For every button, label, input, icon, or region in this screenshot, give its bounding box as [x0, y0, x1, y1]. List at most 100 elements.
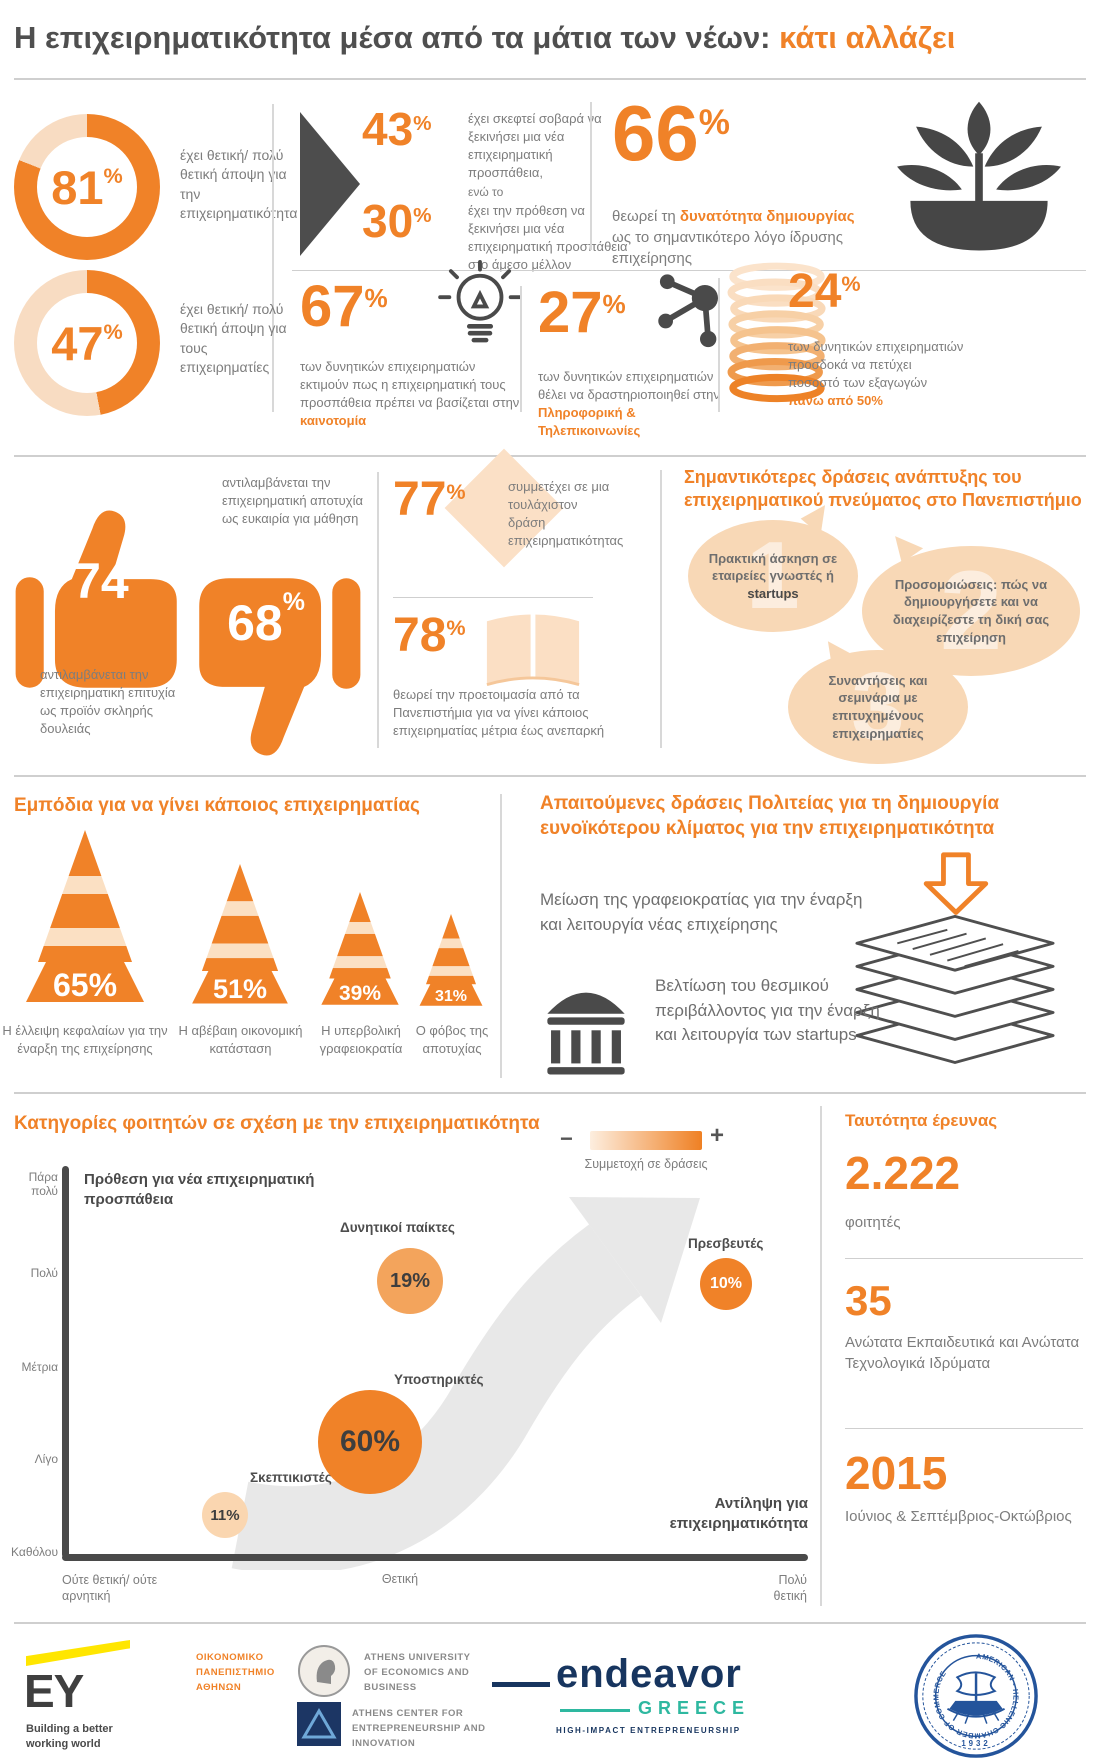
bubble-supporters: 60%	[318, 1390, 422, 1494]
stat-27-value: 27%	[538, 284, 626, 342]
cone-graphic	[419, 914, 483, 1006]
bubble-3-text: Συναντήσεις και σεμινάρια με επιτυχημένο…	[828, 672, 928, 741]
percent-sign: %	[364, 282, 388, 313]
stat-43-value: 43%	[362, 106, 432, 152]
stat-24-value: 24%	[788, 268, 861, 316]
stat-30-number: 30	[362, 195, 414, 247]
arrow-right-triangle-icon	[300, 112, 360, 256]
stat-67-pre: των δυνητικών επιχειρηματιών εκτιμούν πω…	[300, 359, 520, 410]
divider	[292, 270, 1086, 271]
trireme-ship-icon	[946, 1671, 1006, 1724]
traffic-cone-icon: 31%	[410, 914, 492, 1010]
donut-47-number: 47	[51, 316, 104, 370]
x-tick-neutral: Ούτε θετική/ ούτε αρνητική	[62, 1573, 158, 1604]
stat-68-label: αντιλαμβάνεται την επιχειρηματική αποτυχ…	[222, 475, 363, 526]
stat-43-number: 43	[362, 103, 414, 155]
donut-81-number: 81	[51, 160, 104, 214]
aueb-emblem-icon	[298, 1645, 350, 1697]
y-tick-ligo: Λίγο	[34, 1452, 58, 1466]
percent-sign: %	[841, 271, 861, 297]
stat-66-post: ως το σημαντικότερο λόγο ίδρυσης επιχείρ…	[612, 229, 843, 267]
percent-sign: %	[413, 111, 432, 135]
x-tick-very-positive: Πολύ θετική	[773, 1573, 807, 1604]
speech-bubble-1: 1 Πρακτική άσκηση σε εταιρείες γνωστές ή…	[688, 498, 858, 632]
bubble-skeptics: 11%	[202, 1492, 248, 1538]
bubble-1-number: 1	[746, 522, 800, 629]
percent-sign: %	[103, 319, 123, 345]
stat-68-number: 68	[227, 595, 283, 651]
y-tick-katholou: Καθόλου	[11, 1545, 58, 1559]
divider	[718, 278, 720, 412]
cone-graphic	[321, 892, 399, 1005]
stat-66-text: θεωρεί τη δυνατότητα δημιουργίας ως το σ…	[612, 206, 874, 269]
cone-graphic	[26, 830, 144, 1002]
stat-67-accent: καινοτομία	[300, 412, 367, 428]
legend-gradient-bar	[590, 1131, 702, 1150]
ey-logo: EY	[24, 1665, 84, 1717]
chart-title: Κατηγορίες φοιτητών σε σχέση με την επιχ…	[14, 1113, 540, 1134]
percent-sign: %	[128, 545, 151, 574]
stat-78-text: θεωρεί την προετοιμασία από τα Πανεπιστή…	[393, 687, 605, 738]
bubble-potential: 19%	[377, 1248, 443, 1314]
chart-y-axis-title: Πρόθεση για νέα επιχειρηματική προσπάθει…	[84, 1171, 315, 1209]
bubble-skeptics-label: Σκεπτικιστές	[250, 1470, 332, 1485]
bubble-ambassadors: 10%	[700, 1258, 752, 1310]
stat-78-number: 78	[393, 609, 447, 662]
cone-1-pct: 65%	[52, 967, 118, 1003]
divider	[660, 470, 662, 748]
coins-stack-icon	[727, 262, 826, 403]
acein-name: ATHENS CENTER FOR ENTREPRENEURSHIP AND I…	[352, 1708, 486, 1750]
stat-74-label: αντιλαμβάνεται την επιχειρηματική επιτυχ…	[40, 667, 176, 736]
state-actions-title: Απαιτούμενες δράσεις Πολιτείας για τη δη…	[540, 793, 1000, 839]
papers-stack-icon	[855, 852, 1055, 1064]
stat-27-number: 27	[538, 280, 603, 345]
identity-year-value: 2015	[845, 1447, 948, 1499]
thumbs-down-icon	[199, 578, 361, 756]
endeavor-tagline: HIGH-IMPACT ENTREPRENEURSHIP	[556, 1726, 741, 1735]
stat-24-number: 24	[788, 265, 842, 318]
legend-label: Συμμετοχή σε δράσεις	[584, 1157, 708, 1171]
stat-74-number: 74	[73, 553, 129, 609]
identity-institutions-label: Ανώτατα Εκπαιδευτικά και Ανώτατα Τεχνολο…	[845, 1334, 1080, 1372]
divider	[14, 1622, 1086, 1624]
amcham-seal-icon: AMERICAN - HELLENIC CHAMBER OF COMMERCE …	[914, 1634, 1038, 1758]
percent-sign: %	[698, 103, 730, 143]
divider	[393, 597, 593, 598]
identity-year-label: Ιούνιος & Σεπτέμβριος-Οκτώβριος	[845, 1508, 1072, 1525]
y-tick-metria: Μέτρια	[21, 1360, 58, 1374]
stat-30-value: 30%	[362, 198, 432, 244]
divider	[500, 794, 502, 1078]
stat-67-number: 67	[300, 274, 365, 339]
lightbulb-icon	[438, 260, 522, 343]
chart-y-axis	[62, 1166, 69, 1558]
amcham-year: 1932	[961, 1739, 990, 1748]
y-tick-poly: Πολύ	[30, 1266, 58, 1280]
divider	[14, 455, 1086, 457]
aueb-greek-name: ΟΙΚΟΝΟΜΙΚΟ ΠΑΝΕΠΙΣΤΗΜΙΟ ΑΘΗΝΩΝ	[196, 1652, 275, 1694]
aueb-english-name: ATHENS UNIVERSITY OF ECONOMICS AND BUSIN…	[364, 1652, 471, 1694]
traffic-cone-icon: 65%	[10, 830, 160, 1010]
stat-67-text: των δυνητικών επιχειρηματιών εκτιμούν πω…	[300, 358, 522, 430]
percent-sign: %	[446, 615, 466, 641]
cone-2-label: Η αβέβαιη οικονομική κατάσταση	[178, 1023, 303, 1056]
stat-77-number: 77	[393, 473, 447, 526]
speech-bubble-3: 3 Συναντήσεις και σεμινάρια με επιτυχημέ…	[788, 633, 968, 764]
endeavor-country: GREECE	[638, 1698, 751, 1718]
divider	[845, 1428, 1083, 1429]
ey-tagline: Building a better working world	[26, 1723, 113, 1750]
state-action-1: Μείωση της γραφειοκρατίας για την έναρξη…	[540, 890, 863, 934]
stat-27-accent: Πληροφορική & Τηλεπικοινωνίες	[538, 404, 641, 438]
percent-sign: %	[103, 163, 123, 189]
bubble-supporters-label: Υποστηρικτές	[394, 1372, 484, 1387]
stat-24-pre: των δυνητικών επιχειρηματιών προσδοκά να…	[788, 339, 964, 390]
stat-27-pre: των δυνητικών επιχειρηματιών θέλει να δρ…	[538, 369, 720, 402]
legend-minus: −	[560, 1126, 573, 1151]
obstacles-title: Εμπόδια για να γίνει κάποιος επιχειρηματ…	[14, 795, 420, 816]
bubble-2-text: Προσομοιώσεις: πώς να δημιουργήσετε και …	[892, 576, 1050, 645]
bubble-tail	[819, 633, 855, 669]
percent-sign: %	[282, 587, 305, 616]
book-icon	[486, 613, 580, 687]
y-tick-para-poly: Πάρα πολύ	[28, 1170, 58, 1198]
x-tick-positive: Θετική	[381, 1572, 419, 1586]
